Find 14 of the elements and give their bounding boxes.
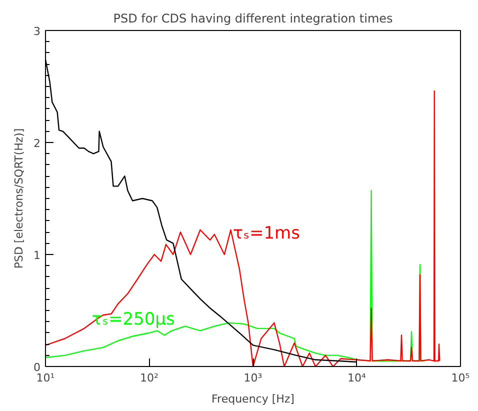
x-axis-title: Frequency [Hz] [212, 392, 294, 406]
y-tick-label: 1 [34, 249, 40, 262]
y-axis-title: PSD [electrons/SQRT(Hz)] [12, 128, 26, 269]
x-tick-label: 10¹ [36, 372, 55, 384]
y-tick-label: 0 [34, 361, 40, 374]
x-tick-label: 10⁴ [348, 372, 367, 384]
chart-title: PSD for CDS having different integration times [113, 12, 393, 26]
y-tick-label: 2 [34, 137, 40, 150]
x-tick-label: 10³ [244, 372, 262, 384]
x-tick-label: 10⁵ [451, 372, 470, 384]
y-tick-label: 3 [34, 25, 40, 38]
series-label: τₛ=1ms [232, 223, 300, 244]
series-label: τₛ=250μs [92, 310, 175, 330]
x-tick-label: 10² [140, 372, 158, 384]
